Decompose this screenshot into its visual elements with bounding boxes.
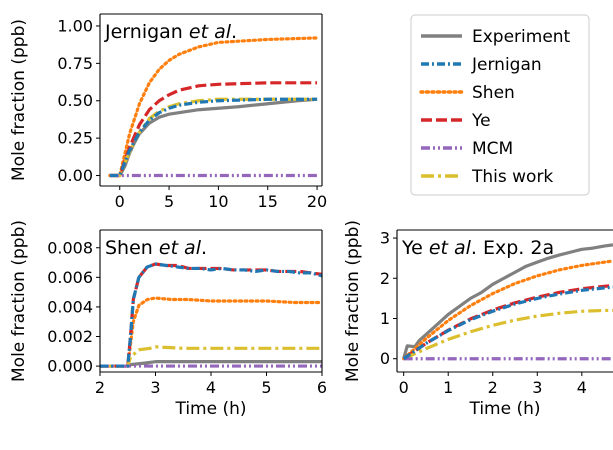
axes-frame: 0 1 2 3 0 1 2 3 4 (380, 229, 613, 397)
series-line-ye (402, 283, 613, 361)
panel-title: Jernigan et al. (104, 21, 237, 43)
panel-ye: 0 1 2 3 0 1 2 3 4 Mole fraction (ppb) Time (h) Ye e… (343, 220, 613, 419)
series-line-shen (402, 259, 613, 361)
y-tick-label: 1.00 (57, 16, 93, 35)
series-group (108, 36, 319, 178)
panel-shen: 0.000 0.002 0.004 0.006 0.008 2 3 4 5 6 Mole fract… (9, 220, 327, 419)
legend-box (410, 14, 590, 196)
panel-title-part: Jernigan (104, 21, 189, 43)
y-tick-label: 0.25 (57, 129, 93, 148)
series-line-shen (108, 36, 319, 178)
panel-jernigan: 0.00 0.25 0.50 0.75 1.00 0 5 10 15 20 Mole fractio… (9, 13, 327, 211)
panel-title-part: . (231, 21, 237, 43)
x-tick-label: 3 (532, 378, 542, 397)
y-tick-label: 2 (380, 269, 390, 288)
legend-label-this-work: This work (471, 167, 553, 187)
x-tick-label: 20 (307, 192, 327, 211)
legend: Experiment Jernigan Shen Ye MCM This work (410, 14, 590, 196)
legend-label-shen: Shen (472, 83, 515, 103)
panel-title-part: et al (159, 237, 202, 259)
y-axis-label: Mole fraction (ppb) (9, 19, 29, 181)
legend-label-jernigan: Jernigan (471, 55, 542, 75)
y-axis-label: Mole fraction (ppb) (9, 220, 29, 382)
y-tick-label: 0.00 (57, 166, 93, 185)
legend-label-ye: Ye (471, 111, 491, 131)
x-tick-label: 2 (488, 378, 498, 397)
series-line-jernigan (100, 262, 322, 368)
x-tick-label: 2 (95, 378, 105, 397)
y-tick-label: 0.75 (57, 54, 93, 73)
x-tick-label: 5 (164, 192, 174, 211)
x-tick-label: 6 (317, 378, 327, 397)
y-tick-label: 0.50 (57, 91, 93, 110)
panel-title-part: Ye (401, 237, 429, 259)
x-tick-label: 0 (115, 192, 125, 211)
panel-title-part: . Exp. 2a (471, 237, 554, 259)
panel-title-part: et al (189, 21, 232, 43)
series-line-experiment (402, 243, 613, 360)
series-line-this-work (100, 345, 322, 368)
series-line-this-work (109, 97, 318, 178)
x-tick-label: 4 (577, 378, 587, 397)
series-line-jernigan (109, 97, 318, 178)
y-tick-label: 1 (380, 309, 390, 328)
series-line-experiment (109, 97, 318, 178)
panel-title-part: . (201, 237, 207, 259)
panel-title-part: Shen (105, 237, 159, 259)
y-tick-label: 0.008 (47, 238, 93, 257)
y-tick-label: 0.000 (47, 357, 93, 376)
y-axis-label: Mole fraction (ppb) (343, 220, 363, 382)
y-tick-label: 0 (380, 349, 390, 368)
series-group (402, 243, 613, 361)
x-tick-label: 15 (258, 192, 278, 211)
x-tick-label: 10 (208, 192, 228, 211)
panel-title-part: et al (429, 237, 472, 259)
x-tick-label: 5 (261, 378, 271, 397)
x-tick-label: 3 (150, 378, 160, 397)
series-line-jernigan (402, 285, 613, 361)
panel-title: Ye et al. Exp. 2a (401, 237, 554, 259)
panel-title: Shen et al. (105, 237, 207, 259)
legend-label-experiment: Experiment (472, 27, 571, 47)
axes-frame: 0.000 0.002 0.004 0.006 0.008 2 3 4 5 6 (47, 229, 327, 397)
series-group (100, 262, 322, 368)
series-line-ye (100, 262, 322, 368)
y-tick-label: 0.002 (47, 327, 93, 346)
x-axis-label: Time (h) (468, 399, 540, 419)
x-tick-label: 4 (206, 378, 216, 397)
legend-label-mcm: MCM (472, 139, 513, 159)
x-tick-label: 1 (443, 378, 453, 397)
y-tick-label: 3 (380, 229, 390, 248)
x-axis-label: Time (h) (174, 399, 246, 419)
axes-frame: 0.00 0.25 0.50 0.75 1.00 0 5 10 15 20 (57, 13, 327, 211)
x-tick-label: 0 (399, 378, 409, 397)
series-line-this-work (403, 308, 613, 361)
y-tick-label: 0.006 (47, 268, 93, 287)
y-tick-label: 0.004 (47, 297, 93, 316)
